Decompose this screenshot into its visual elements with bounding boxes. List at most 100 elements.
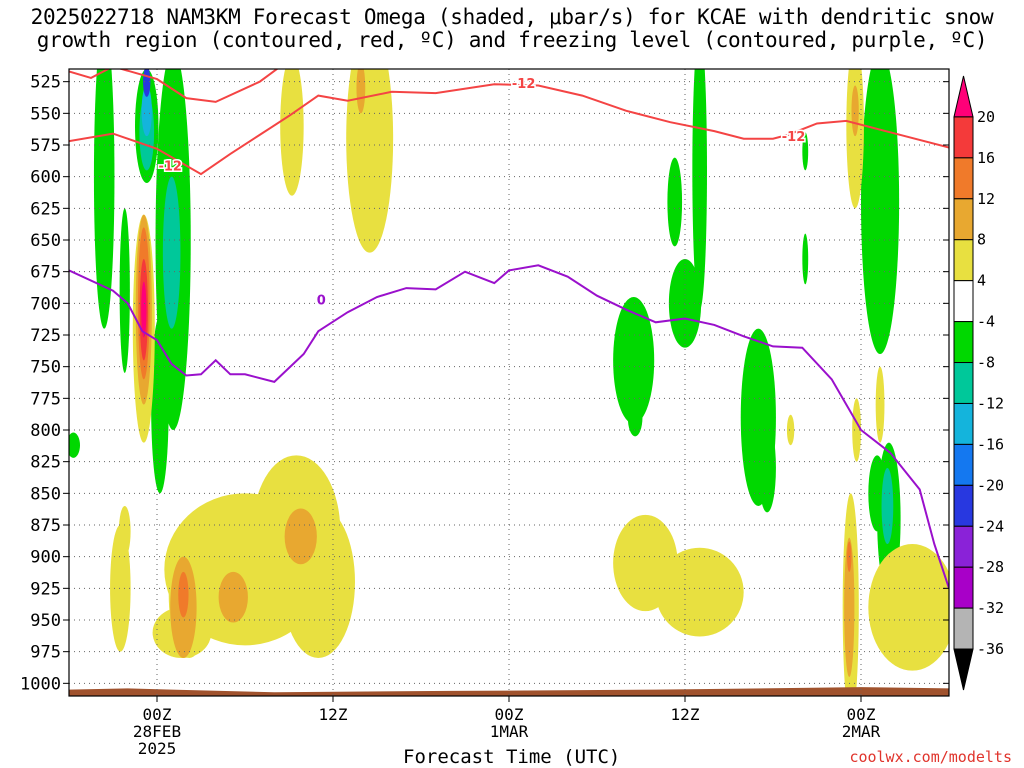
- chart-title-line1: 2025022718 NAM3KM Forecast Omega (shaded…: [30, 5, 994, 29]
- y-tick-label: 550: [30, 104, 61, 124]
- colorbar-segment: [953, 566, 974, 609]
- colorbar-label: -8: [977, 354, 995, 372]
- colorbar-label: -12: [977, 394, 1004, 412]
- omega-region: [162, 176, 181, 329]
- colorbar-segment: [953, 157, 974, 200]
- x-tick-label: 2025: [138, 739, 177, 758]
- colorbar-label: -20: [977, 476, 1004, 494]
- colorbar-segment: [953, 484, 974, 527]
- contour-label: 0: [317, 294, 326, 309]
- colorbar-label: -24: [977, 517, 1004, 535]
- colorbar-label: 16: [977, 149, 995, 167]
- y-tick-label: 675: [30, 263, 61, 283]
- contour-line: [69, 83, 949, 176]
- colorbar-segment: [953, 525, 974, 568]
- colorbar-segment: [953, 402, 974, 445]
- x-axis-label: Forecast Time (UTC): [403, 746, 621, 768]
- y-tick-label: 775: [30, 389, 61, 409]
- omega-region: [613, 297, 655, 424]
- y-tick-label: 700: [30, 294, 61, 314]
- colorbar-segment: [953, 198, 974, 241]
- credit-text: coolwx.com/modelts: [849, 748, 1012, 766]
- omega-region: [881, 468, 894, 544]
- omega-region: [178, 571, 189, 618]
- omega-region: [141, 281, 147, 338]
- colorbar-segment: [953, 321, 974, 364]
- omega-region: [151, 316, 169, 494]
- omega-region: [284, 508, 317, 565]
- colorbar-top-arrow: [953, 75, 974, 118]
- y-tick-label: 875: [30, 516, 61, 536]
- colorbar-label: 8: [977, 231, 986, 249]
- contour-label: -12: [782, 130, 806, 145]
- x-tick-label: 12Z: [319, 705, 348, 724]
- omega-region: [861, 69, 900, 354]
- omega-region: [627, 398, 643, 437]
- colorbar-segment: [953, 116, 974, 159]
- omega-region: [852, 398, 861, 462]
- chart-title: 2025022718 NAM3KM Forecast Omega (shaded…: [0, 6, 1024, 52]
- omega-region: [119, 208, 130, 373]
- omega-region: [118, 505, 131, 557]
- omega-region: [655, 547, 744, 637]
- omega-region: [346, 69, 394, 253]
- x-tick-label: 12Z: [671, 705, 700, 724]
- contour-label: -12: [158, 159, 182, 174]
- omega-region: [667, 157, 683, 247]
- colorbar-bottom-arrow: [953, 648, 974, 691]
- colorbar-label: -36: [977, 640, 1004, 658]
- omega-region: [846, 69, 864, 209]
- colorbar-segment: [953, 607, 974, 650]
- contour-label: -12: [512, 77, 536, 92]
- y-tick-label: 725: [30, 326, 61, 346]
- omega-region: [868, 544, 949, 671]
- x-tick-label: 2MAR: [842, 722, 881, 741]
- x-tick-label: 00Z: [495, 705, 524, 724]
- y-tick-label: 975: [30, 643, 61, 663]
- y-tick-label: 950: [30, 611, 61, 631]
- omega-region: [280, 69, 304, 196]
- chart-title-line2: growth region (contoured, red, ºC) and f…: [36, 28, 988, 52]
- omega-region: [851, 85, 859, 137]
- omega-region: [764, 430, 771, 456]
- y-tick-label: 850: [30, 484, 61, 504]
- omega-region: [110, 525, 131, 652]
- contour-line: [766, 60, 949, 68]
- omega-region: [844, 537, 855, 677]
- x-tick-label: 1MAR: [490, 722, 529, 741]
- y-tick-label: 825: [30, 453, 61, 473]
- colorbar-segment: [953, 280, 974, 323]
- colorbar-label: -28: [977, 558, 1004, 576]
- y-tick-label: 650: [30, 231, 61, 251]
- y-tick-label: 625: [30, 199, 61, 219]
- omega-region: [218, 571, 248, 623]
- colorbar-label: -16: [977, 435, 1004, 453]
- x-tick-label: 28FEB: [133, 722, 181, 741]
- y-tick-label: 925: [30, 579, 61, 599]
- y-tick-label: 575: [30, 136, 61, 156]
- colorbar-label: -4: [977, 313, 995, 331]
- colorbar-label: 12: [977, 190, 995, 208]
- y-tick-label: 900: [30, 548, 61, 568]
- omega-region: [802, 233, 809, 285]
- colorbar-label: 20: [977, 108, 995, 126]
- omega-region: [875, 366, 885, 443]
- x-tick-label: 00Z: [847, 705, 876, 724]
- y-tick-label: 600: [30, 168, 61, 188]
- colorbar-segment: [953, 443, 974, 486]
- colorbar-label: -32: [977, 599, 1004, 617]
- omega-region: [356, 69, 366, 114]
- y-tick-label: 525: [30, 73, 61, 93]
- contour-line: [69, 264, 949, 589]
- colorbar-segment: [953, 239, 974, 282]
- omega-region: [802, 132, 809, 171]
- colorbar-label: 4: [977, 272, 986, 290]
- y-tick-label: 1000: [20, 674, 61, 694]
- omega-region: [69, 432, 80, 458]
- plot-area: -12 -12 -12 0: [69, 60, 949, 696]
- colorbar-segment: [953, 362, 974, 404]
- x-tick-label: 00Z: [143, 705, 172, 724]
- y-tick-label: 800: [30, 421, 61, 441]
- surface-terrain: [69, 687, 949, 696]
